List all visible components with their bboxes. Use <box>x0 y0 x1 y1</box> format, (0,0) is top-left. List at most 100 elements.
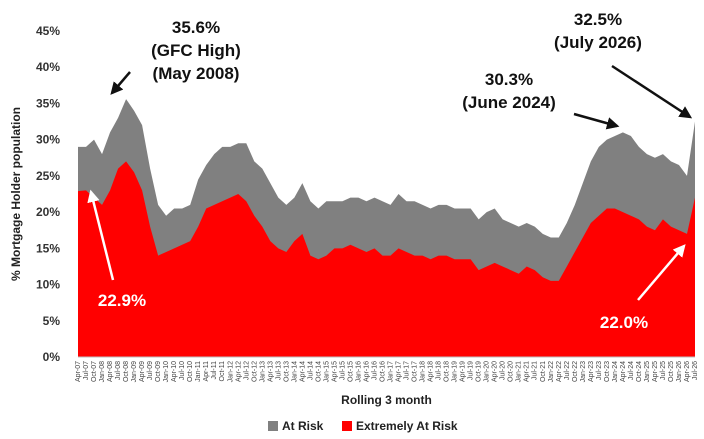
x-tick-label: Apr-08 <box>107 361 114 382</box>
x-tick-label: Jan-18 <box>420 361 427 383</box>
x-tick-label: Oct-11 <box>219 361 226 382</box>
x-tick-label: Jan-21 <box>516 361 523 383</box>
y-tick-label: 40% <box>36 60 60 74</box>
x-tick-label: Apr-12 <box>235 361 242 382</box>
legend: At Risk Extremely At Risk <box>268 419 458 433</box>
x-tick-label: Oct-08 <box>123 361 130 382</box>
annotation-gfc-high-line: (May 2008) <box>153 64 240 83</box>
annotation-arrow <box>611 64 693 119</box>
x-tick-label: Jul-14 <box>307 361 314 380</box>
y-tick-label: 15% <box>36 241 60 255</box>
x-tick-label: Jan-15 <box>323 361 330 383</box>
x-tick-label: Jan-24 <box>612 361 619 383</box>
x-tick-label: Oct-07 <box>91 361 98 382</box>
x-tick-label: Jan-22 <box>548 361 555 383</box>
x-tick-label: Apr-09 <box>139 361 146 382</box>
annotations: 35.6% (GFC High) (May 2008) 30.3% (June 2024… <box>98 10 648 332</box>
legend-swatch <box>342 421 352 431</box>
x-tick-label: Apr-15 <box>331 361 338 382</box>
y-tick-label: 20% <box>36 205 60 219</box>
x-tick-label: Jul-20 <box>500 361 507 380</box>
x-tick-label: Jan-23 <box>580 361 587 383</box>
legend-label: At Risk <box>282 419 324 433</box>
x-tick-label: Apr-16 <box>363 361 370 382</box>
y-tick-label: 10% <box>36 278 60 292</box>
annotation-july-2026-line: 32.5% <box>574 10 622 29</box>
x-tick-label: Oct-18 <box>444 361 451 382</box>
legend-swatch <box>268 421 278 431</box>
x-tick-label: Oct-24 <box>636 361 643 382</box>
area-extremely-at-risk <box>78 161 695 357</box>
x-tick-label: Apr-21 <box>524 361 531 382</box>
x-tick-label: Oct-25 <box>668 361 675 382</box>
annotation-arrow <box>637 244 686 301</box>
annotation-june-2024-line: (June 2024) <box>462 93 556 112</box>
x-tick-label: Oct-17 <box>412 361 419 382</box>
x-tick-label: Oct-21 <box>540 361 547 382</box>
x-axis: Apr-07 Jul-07 Oct-07 Jan-08 Apr-08 Jul-08 Oct-… <box>75 361 699 383</box>
annotation-arrows <box>87 64 693 301</box>
y-axis: 0% 5% 10% 15% 20% 25% 30% 35% 40% 45% <box>36 24 60 364</box>
x-tick-label: Jul-08 <box>115 361 122 380</box>
x-tick-label: Oct-12 <box>251 361 258 382</box>
x-tick-label: Jul-25 <box>660 361 667 380</box>
x-tick-label: Jul-21 <box>532 361 539 380</box>
x-tick-label: Apr-19 <box>460 361 467 382</box>
x-tick-label: Jul-07 <box>83 361 90 380</box>
x-tick-label: Jul-15 <box>339 361 346 380</box>
x-tick-label: Jan-08 <box>99 361 106 383</box>
annotation-arrow <box>110 71 131 95</box>
x-tick-label: Apr-13 <box>267 361 274 382</box>
x-tick-label: Jan-26 <box>676 361 683 383</box>
x-tick-label: Jul-11 <box>211 361 218 380</box>
x-tick-label: Jan-10 <box>163 361 170 383</box>
x-tick-label: Oct-10 <box>187 361 194 382</box>
y-axis-title: % Mortgage Holder population <box>9 107 23 281</box>
x-tick-label: Apr-26 <box>684 361 691 382</box>
annotation-gfc-high-line: (GFC High) <box>151 41 241 60</box>
x-tick-label: Jul-26 <box>692 361 699 380</box>
y-tick-label: 5% <box>43 314 61 328</box>
x-tick-label: Jul-12 <box>243 361 250 380</box>
x-tick-label: Apr-14 <box>299 361 306 382</box>
x-tick-label: Oct-14 <box>315 361 322 382</box>
x-tick-label: Apr-24 <box>620 361 627 382</box>
x-tick-label: Jul-22 <box>564 361 571 380</box>
x-tick-label: Jan-16 <box>355 361 362 383</box>
annotation-june-2024-line: 30.3% <box>485 70 533 89</box>
x-tick-label: Jul-10 <box>179 361 186 380</box>
y-tick-label: 25% <box>36 169 60 183</box>
chart-areas <box>78 99 695 357</box>
x-tick-label: Apr-07 <box>75 361 82 382</box>
annotation-22-0-line: 22.0% <box>600 313 648 332</box>
x-tick-label: Jan-09 <box>131 361 138 383</box>
x-tick-label: Oct-20 <box>508 361 515 382</box>
x-axis-title: Rolling 3 month <box>341 393 432 407</box>
y-tick-label: 0% <box>43 350 61 364</box>
legend-label: Extremely At Risk <box>356 419 458 433</box>
annotation-arrow <box>573 112 620 130</box>
x-tick-label: Jul-13 <box>275 361 282 380</box>
x-tick-label: Oct-23 <box>604 361 611 382</box>
x-tick-label: Jan-20 <box>484 361 491 383</box>
x-tick-label: Oct-15 <box>347 361 354 382</box>
x-tick-label: Apr-18 <box>428 361 435 382</box>
x-tick-label: Jan-25 <box>644 361 651 383</box>
x-tick-label: Apr-10 <box>171 361 178 382</box>
x-tick-label: Oct-13 <box>283 361 290 382</box>
x-tick-label: Jan-12 <box>227 361 234 383</box>
x-tick-label: Jul-24 <box>628 361 635 380</box>
x-tick-label: Jan-17 <box>388 361 395 383</box>
x-tick-label: Apr-25 <box>652 361 659 382</box>
x-tick-label: Apr-17 <box>396 361 403 382</box>
x-tick-label: Apr-11 <box>203 361 210 382</box>
x-tick-label: Jul-23 <box>596 361 603 380</box>
x-tick-label: Apr-22 <box>556 361 563 382</box>
x-tick-label: Apr-23 <box>588 361 595 382</box>
x-tick-label: Jan-19 <box>452 361 459 383</box>
annotation-arrow <box>87 189 115 281</box>
y-tick-label: 35% <box>36 96 60 110</box>
x-tick-label: Oct-22 <box>572 361 579 382</box>
x-tick-label: Oct-19 <box>476 361 483 382</box>
